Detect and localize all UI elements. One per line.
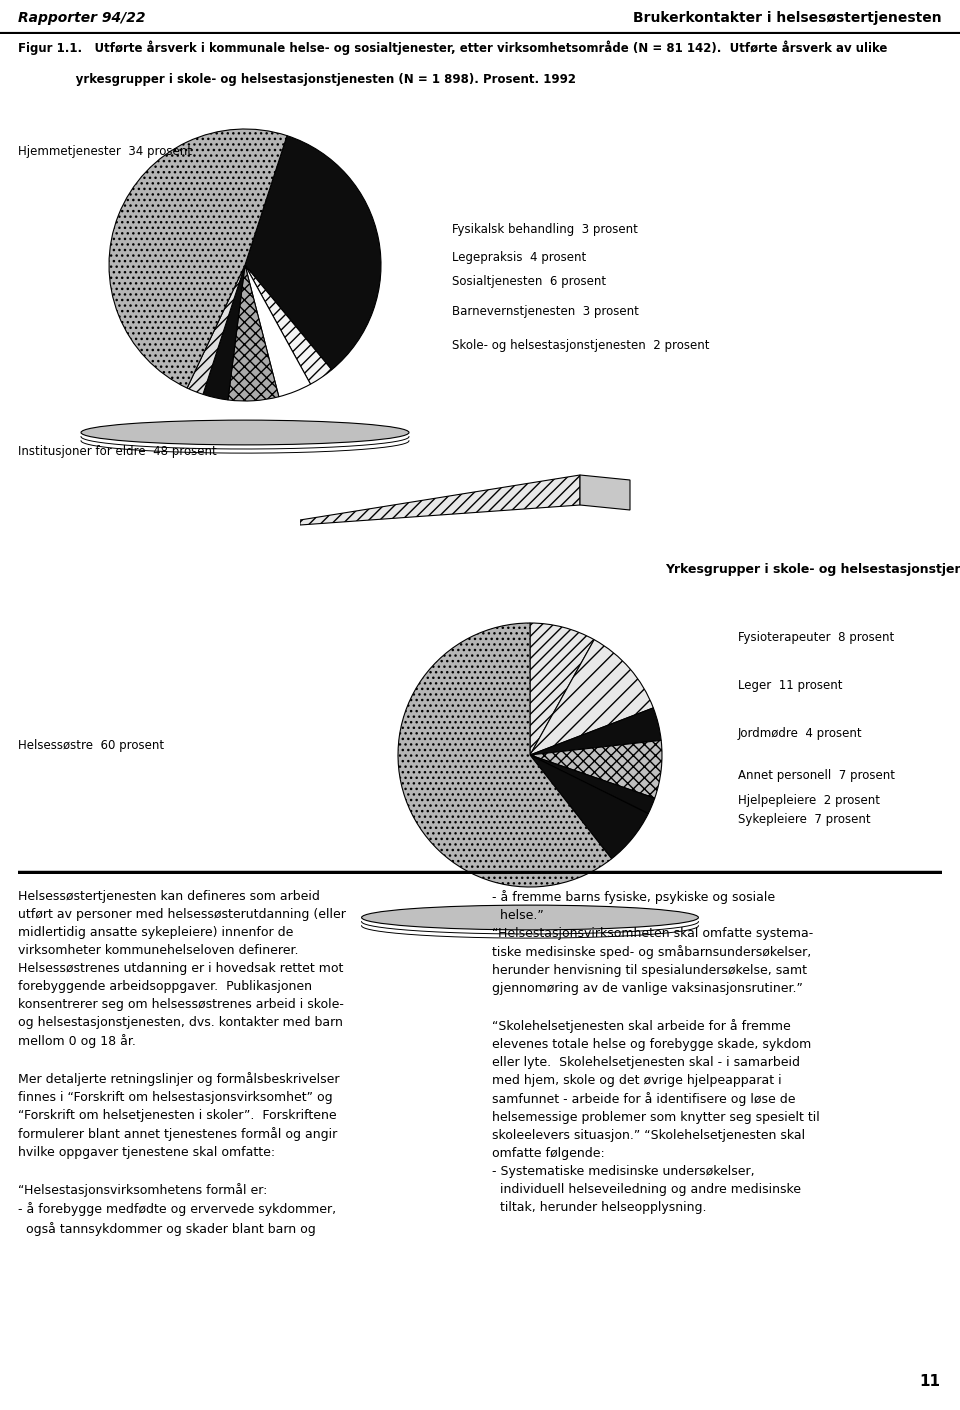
Wedge shape: [203, 265, 245, 400]
Wedge shape: [187, 265, 245, 395]
Text: Helsessøstertjenesten kan defineres som arbeid
utført av personer med helsessøst: Helsessøstertjenesten kan defineres som …: [18, 890, 346, 1235]
Wedge shape: [530, 708, 661, 754]
Polygon shape: [300, 475, 580, 525]
Wedge shape: [109, 128, 287, 388]
Wedge shape: [245, 265, 332, 384]
Wedge shape: [530, 640, 654, 754]
Ellipse shape: [362, 905, 699, 929]
Wedge shape: [530, 754, 655, 814]
Wedge shape: [245, 265, 310, 396]
Text: Fysioterapeuter  8 prosent: Fysioterapeuter 8 prosent: [738, 632, 895, 644]
Text: Institusjoner for eldre  48 prosent: Institusjoner for eldre 48 prosent: [18, 446, 217, 458]
Text: Rapporter 94/22: Rapporter 94/22: [18, 11, 146, 25]
Wedge shape: [245, 135, 381, 369]
Text: Sosialtjenesten  6 prosent: Sosialtjenesten 6 prosent: [452, 275, 606, 289]
Wedge shape: [398, 623, 612, 887]
Wedge shape: [530, 740, 662, 798]
Text: yrkesgrupper i skole- og helsestasjonstjenesten (N = 1 898). Prosent. 1992: yrkesgrupper i skole- og helsestasjonstj…: [18, 72, 576, 86]
Wedge shape: [228, 265, 278, 400]
Wedge shape: [530, 754, 648, 859]
Ellipse shape: [81, 420, 409, 446]
Text: Barnevernstjenesten  3 prosent: Barnevernstjenesten 3 prosent: [452, 306, 638, 319]
Text: Sykepleiere  7 prosent: Sykepleiere 7 prosent: [738, 814, 871, 826]
Text: 11: 11: [919, 1375, 940, 1389]
Text: Hjelpepleiere  2 prosent: Hjelpepleiere 2 prosent: [738, 794, 880, 807]
Text: Legepraksis  4 prosent: Legepraksis 4 prosent: [452, 251, 587, 265]
Wedge shape: [530, 623, 594, 754]
Text: Fysikalsk behandling  3 prosent: Fysikalsk behandling 3 prosent: [452, 224, 637, 237]
Text: Annet personell  7 prosent: Annet personell 7 prosent: [738, 768, 895, 781]
Polygon shape: [580, 475, 630, 510]
Text: Skole- og helsestasjonstjenesten  2 prosent: Skole- og helsestasjonstjenesten 2 prose…: [452, 338, 709, 351]
Text: Helsessøstre  60 prosent: Helsessøstre 60 prosent: [18, 739, 164, 752]
Text: Figur 1.1.   Utførte årsverk i kommunale helse- og sosialtjenester, etter virkso: Figur 1.1. Utførte årsverk i kommunale h…: [18, 39, 887, 55]
Text: Leger  11 prosent: Leger 11 prosent: [738, 678, 843, 691]
Text: Hjemmetjenester  34 prosent: Hjemmetjenester 34 prosent: [18, 145, 192, 158]
Text: Brukerkontakter i helsesøstertjenesten: Brukerkontakter i helsesøstertjenesten: [634, 11, 942, 25]
Text: Yrkesgrupper i skole- og helsestasjonstjenesten:: Yrkesgrupper i skole- og helsestasjonstj…: [665, 564, 960, 577]
Text: Jordmødre  4 prosent: Jordmødre 4 prosent: [738, 726, 863, 739]
Text: - å fremme barns fysiske, psykiske og sosiale
  helse.”
“Helsestasjonsvirksomhet: - å fremme barns fysiske, psykiske og so…: [492, 890, 820, 1214]
